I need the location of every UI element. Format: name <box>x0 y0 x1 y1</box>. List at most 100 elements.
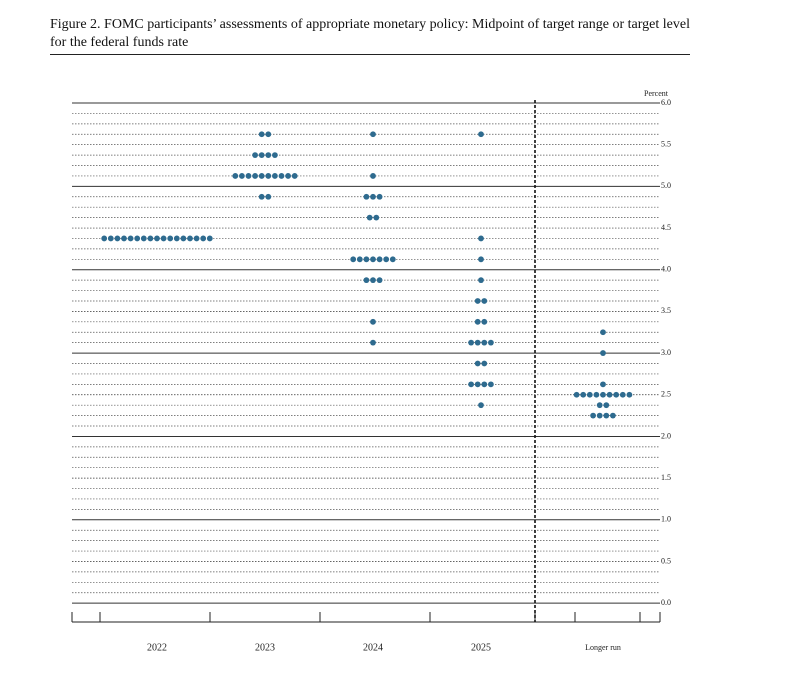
dot <box>613 391 620 398</box>
dot <box>478 277 484 284</box>
dot <box>600 391 606 398</box>
dot <box>596 402 603 409</box>
dot <box>481 318 488 325</box>
dot <box>600 350 606 356</box>
dot <box>258 173 265 179</box>
dot <box>389 256 396 263</box>
dot <box>370 318 376 325</box>
dot <box>363 193 370 200</box>
dot <box>376 193 383 200</box>
dot <box>232 173 239 179</box>
title-rule <box>50 54 690 55</box>
dot <box>245 173 252 179</box>
y-tick-label: 0.0 <box>661 598 671 607</box>
dot <box>366 214 373 221</box>
dot <box>488 381 494 388</box>
dot <box>600 381 606 388</box>
x-tick-label: 2022 <box>147 642 167 653</box>
dot <box>376 277 383 284</box>
dot <box>478 256 484 263</box>
dot <box>140 235 147 242</box>
dot <box>370 193 376 200</box>
dot <box>167 235 174 242</box>
dot <box>363 277 370 284</box>
dot <box>478 131 484 138</box>
dot <box>114 235 121 242</box>
dot <box>127 235 134 242</box>
dot <box>173 235 180 242</box>
dot <box>265 152 272 159</box>
dot <box>107 235 114 242</box>
dot <box>272 173 278 179</box>
dot <box>370 131 376 138</box>
dot <box>134 235 141 242</box>
dot <box>478 235 484 242</box>
dot <box>193 235 200 242</box>
y-unit-label: Percent <box>644 89 669 98</box>
dot <box>370 339 376 346</box>
dot <box>147 235 154 242</box>
chart-title: Figure 2. FOMC participants’ assessments… <box>50 17 690 50</box>
dot <box>239 173 245 179</box>
dot <box>154 235 160 242</box>
dot <box>619 391 626 398</box>
dot <box>478 402 484 409</box>
dot <box>363 256 370 263</box>
dot <box>600 329 606 336</box>
dot <box>373 214 380 221</box>
y-tick-label: 4.5 <box>661 223 671 232</box>
dot <box>481 339 488 346</box>
dot <box>265 173 272 179</box>
dot <box>610 412 616 419</box>
y-tick-label: 2.5 <box>661 390 671 399</box>
dot <box>278 173 285 179</box>
dot <box>383 256 390 263</box>
dot <box>481 360 488 367</box>
dot <box>481 381 488 388</box>
dot <box>252 152 258 159</box>
dot <box>187 235 193 242</box>
dot <box>468 381 474 388</box>
dot <box>603 402 610 409</box>
dot <box>590 412 596 419</box>
dot <box>593 391 600 398</box>
dot <box>370 173 376 179</box>
y-tick-label: 5.5 <box>661 140 671 149</box>
y-tick-label: 4.0 <box>661 265 671 274</box>
dot <box>481 298 488 304</box>
dot <box>474 318 481 325</box>
dot <box>258 152 265 159</box>
dot <box>180 235 187 242</box>
y-tick-label: 0.5 <box>661 556 671 565</box>
dot <box>468 339 474 346</box>
y-tick-label: 3.0 <box>661 348 671 357</box>
y-tick-label: 3.5 <box>661 306 671 315</box>
x-tick-label: Longer run <box>585 643 621 652</box>
x-tick-label: 2024 <box>363 642 383 653</box>
y-tick-label: 5.0 <box>661 181 671 190</box>
dot <box>350 256 357 263</box>
dot <box>474 298 481 304</box>
dot <box>573 391 580 398</box>
dot <box>603 412 610 419</box>
dot <box>370 277 376 284</box>
dot <box>370 256 376 263</box>
x-tick-label: 2025 <box>471 642 491 653</box>
dot <box>265 193 272 200</box>
dot <box>356 256 363 263</box>
dot <box>258 193 265 200</box>
dot <box>580 391 587 398</box>
dot <box>474 360 481 367</box>
y-tick-label: 6.0 <box>661 98 671 107</box>
dot <box>206 235 213 242</box>
dot <box>258 131 265 138</box>
dot <box>101 235 108 242</box>
dot <box>200 235 207 242</box>
dot <box>376 256 383 263</box>
dot <box>596 412 603 419</box>
dot <box>606 391 613 398</box>
dot <box>160 235 167 242</box>
dot <box>265 131 272 138</box>
